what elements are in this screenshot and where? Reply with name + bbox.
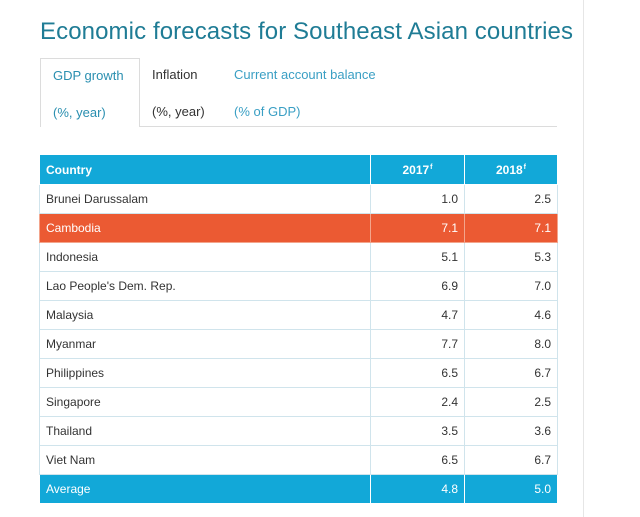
country-cell: Indonesia xyxy=(39,242,371,272)
country-cell: Cambodia xyxy=(39,213,371,243)
country-cell: Thailand xyxy=(39,416,371,446)
table-header-row: Country 2017f 2018f xyxy=(39,154,558,185)
column-header-2018: 2018f xyxy=(464,154,558,185)
table-row: Thailand 3.5 3.6 xyxy=(39,416,558,446)
value-2017-cell: 6.5 xyxy=(370,445,465,475)
value-2017-cell: 6.9 xyxy=(370,271,465,301)
table-row-highlighted: Cambodia 7.1 7.1 xyxy=(39,213,558,243)
country-cell: Malaysia xyxy=(39,300,371,330)
country-cell: Singapore xyxy=(39,387,371,417)
forecast-marker: f xyxy=(523,163,527,171)
value-2017-cell: 6.5 xyxy=(370,358,465,388)
average-2017-cell: 4.8 xyxy=(370,474,465,504)
column-header-2017: 2017f xyxy=(370,154,465,185)
tab-gdp-growth-label: GDP growth xyxy=(53,68,124,83)
table-row: Viet Nam 6.5 6.7 xyxy=(39,445,558,475)
value-2018-cell: 7.1 xyxy=(464,213,558,243)
table-row: Indonesia 5.1 5.3 xyxy=(39,242,558,272)
value-2018-cell: 4.6 xyxy=(464,300,558,330)
table-row: Brunei Darussalam 1.0 2.5 xyxy=(39,184,558,214)
value-2017-cell: 2.4 xyxy=(370,387,465,417)
indicator-tabs: GDP growth (%, year) Inflation (%, year)… xyxy=(40,58,557,127)
column-header-country: Country xyxy=(39,154,371,185)
tab-inflation[interactable]: Inflation (%, year) xyxy=(140,58,222,127)
country-cell: Philippines xyxy=(39,358,371,388)
table-row: Malaysia 4.7 4.6 xyxy=(39,300,558,330)
value-2017-cell: 7.7 xyxy=(370,329,465,359)
table-row: Philippines 6.5 6.7 xyxy=(39,358,558,388)
column-header-2017-label: 2017 xyxy=(402,162,430,177)
value-2017-cell: 1.0 xyxy=(370,184,465,214)
value-2017-cell: 4.7 xyxy=(370,300,465,330)
table-row: Singapore 2.4 2.5 xyxy=(39,387,558,417)
value-2018-cell: 5.3 xyxy=(464,242,558,272)
forecast-marker: f xyxy=(430,163,433,171)
column-header-2018-label: 2018 xyxy=(495,162,523,177)
value-2018-cell: 3.6 xyxy=(464,416,558,446)
value-2018-cell: 6.7 xyxy=(464,445,558,475)
tabs-divider xyxy=(140,126,557,127)
tab-inflation-unit: (%, year) xyxy=(152,104,205,119)
value-2017-cell: 3.5 xyxy=(370,416,465,446)
tab-gdp-growth-unit: (%, year) xyxy=(53,105,106,120)
value-2017-cell: 5.1 xyxy=(370,242,465,272)
country-cell: Lao People's Dem. Rep. xyxy=(39,271,371,301)
value-2018-cell: 6.7 xyxy=(464,358,558,388)
tab-current-account-balance[interactable]: Current account balance (% of GDP) xyxy=(222,58,402,127)
country-cell: Myanmar xyxy=(39,329,371,359)
tab-gdp-growth[interactable]: GDP growth (%, year) xyxy=(40,58,140,127)
tab-inflation-label: Inflation xyxy=(152,67,198,82)
average-2018-cell: 5.0 xyxy=(464,474,558,504)
page-title: Economic forecasts for Southeast Asian c… xyxy=(40,18,574,45)
table-row: Lao People's Dem. Rep. 6.9 7.0 xyxy=(39,271,558,301)
right-divider xyxy=(583,0,584,517)
tab-current-account-balance-unit: (% of GDP) xyxy=(234,104,301,119)
table-row: Myanmar 7.7 8.0 xyxy=(39,329,558,359)
value-2018-cell: 2.5 xyxy=(464,387,558,417)
value-2017-cell: 7.1 xyxy=(370,213,465,243)
tab-current-account-balance-label: Current account balance xyxy=(234,67,376,82)
table-row-average: Average 4.8 5.0 xyxy=(39,474,558,504)
forecast-table: Country 2017f 2018f Brunei Darussalam 1.… xyxy=(39,154,558,504)
value-2018-cell: 7.0 xyxy=(464,271,558,301)
country-cell: Viet Nam xyxy=(39,445,371,475)
value-2018-cell: 2.5 xyxy=(464,184,558,214)
value-2018-cell: 8.0 xyxy=(464,329,558,359)
country-cell: Brunei Darussalam xyxy=(39,184,371,214)
average-label-cell: Average xyxy=(39,474,371,504)
